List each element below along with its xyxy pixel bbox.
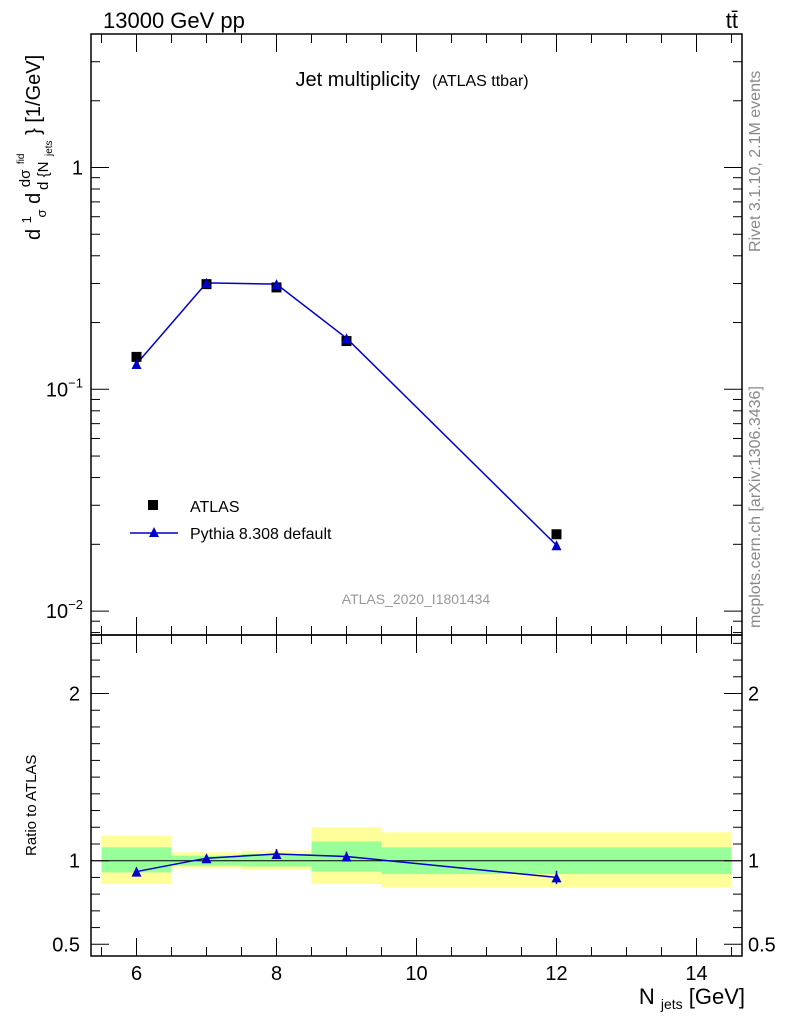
ratio-point — [551, 872, 562, 883]
ratio-ytick-label-left: 1 — [69, 851, 80, 873]
legend-mc-label: Pythia 8.308 default — [190, 526, 332, 543]
xtick-label: 10 — [405, 963, 427, 985]
ratio-mc-markers — [131, 849, 562, 885]
ylabel-mid: d — [23, 193, 45, 204]
main-ytick-label: 1 — [72, 158, 83, 180]
mc-point — [201, 277, 212, 288]
mcplots-text: mcplots.cern.ch [arXiv:1306.3436] — [747, 386, 764, 628]
ratio-ytick-labels: 0.5 0.5 1 1 2 2 — [52, 684, 776, 957]
mc-point — [131, 359, 142, 370]
mc-point — [551, 540, 562, 551]
ratio-bands — [101, 827, 732, 888]
mc-point — [271, 279, 282, 290]
ytick-base: 10 — [46, 379, 68, 401]
xtick-label: 14 — [685, 963, 707, 985]
ylabel-num: dσ — [17, 169, 34, 187]
ylabel-unit: } [1/GeV] — [23, 55, 45, 135]
data-point — [131, 351, 142, 362]
main-ytick-labels: 110−110−2 — [46, 158, 83, 624]
ytick-exponent: −2 — [68, 597, 83, 612]
xlabel-n: N — [639, 984, 655, 1009]
xtick-label: 6 — [131, 963, 142, 985]
xtick-label: 12 — [545, 963, 567, 985]
ratio-point — [341, 851, 352, 862]
xtick-label: 8 — [271, 963, 282, 985]
main-ytick-label: 10−1 — [46, 375, 83, 401]
rivet-version-text: Rivet 3.1.10, 2.1M events — [747, 71, 764, 252]
legend-data-label: ATLAS — [190, 499, 240, 516]
ratio-ytick-label-left: 2 — [69, 684, 80, 706]
ratio-point — [201, 853, 212, 864]
main-ytick-label: 10−2 — [46, 597, 83, 623]
main-frame — [90, 33, 743, 636]
main-ylabel: d 1 σ d dσ fid d {N jets } [1/GeV] — [7, 55, 57, 240]
ratio-ytick-label-right: 0.5 — [748, 934, 776, 956]
xlabel-sub: jets — [660, 996, 683, 1012]
ratio-point — [131, 866, 142, 877]
ratio-frame — [90, 634, 743, 957]
ratio-ytick-label-left: 0.5 — [52, 934, 80, 956]
ytick-exponent: −1 — [68, 375, 83, 390]
data-point — [551, 529, 562, 540]
main-axes-ticks — [91, 33, 742, 635]
analysis-id-text: ATLAS_2020_I1801434 — [342, 591, 491, 607]
ylabel-frac-num: 1 — [19, 216, 34, 223]
chart-title: Jet multiplicity — [296, 69, 420, 91]
ratio-ytick-label-right: 2 — [748, 684, 759, 706]
legend: ATLAS Pythia 8.308 default — [130, 499, 332, 543]
ylabel-den: d {N — [35, 162, 52, 190]
legend-data-marker — [148, 500, 158, 510]
ratio-ylabel: Ratio to ATLAS — [23, 755, 40, 856]
header-left-text: 13000 GeV pp — [103, 8, 245, 33]
ylabel-num-sup: fid — [16, 154, 27, 165]
ylabel-d: d — [23, 229, 45, 240]
svg-text:d 1 σ: d 1 σ d dσ fid d {N jets } [1/GeV] — [7, 55, 57, 240]
ratio-panel: 0.5 0.51 12 2 6 8 10 12 14 Ratio to ATLAS N jet… — [23, 634, 776, 1014]
mc-point — [341, 333, 352, 344]
ylabel-den-sub: jets — [44, 140, 55, 157]
ratio-ytick-label-right: 1 — [748, 851, 759, 873]
ratio-axes-ticks — [91, 635, 742, 956]
chart-subtitle: (ATLAS ttbar) — [432, 73, 529, 90]
ylabel-frac-den: σ — [34, 209, 49, 217]
xtick-labels: 6 8 10 12 14 — [131, 963, 708, 985]
x-axis-label: N jets [GeV] — [639, 984, 745, 1014]
main-panel: Jet multiplicity (ATLAS ttbar) ATLAS_202… — [7, 33, 743, 636]
header-right-text: tt̄ — [726, 8, 738, 33]
ratio-point — [271, 849, 282, 860]
xlabel-unit: [GeV] — [689, 984, 745, 1009]
ytick-base: 10 — [46, 601, 68, 623]
legend-mc-marker — [149, 527, 159, 537]
mc-series-markers — [131, 277, 562, 551]
chart-title-main: Jet multiplicity — [296, 69, 420, 91]
